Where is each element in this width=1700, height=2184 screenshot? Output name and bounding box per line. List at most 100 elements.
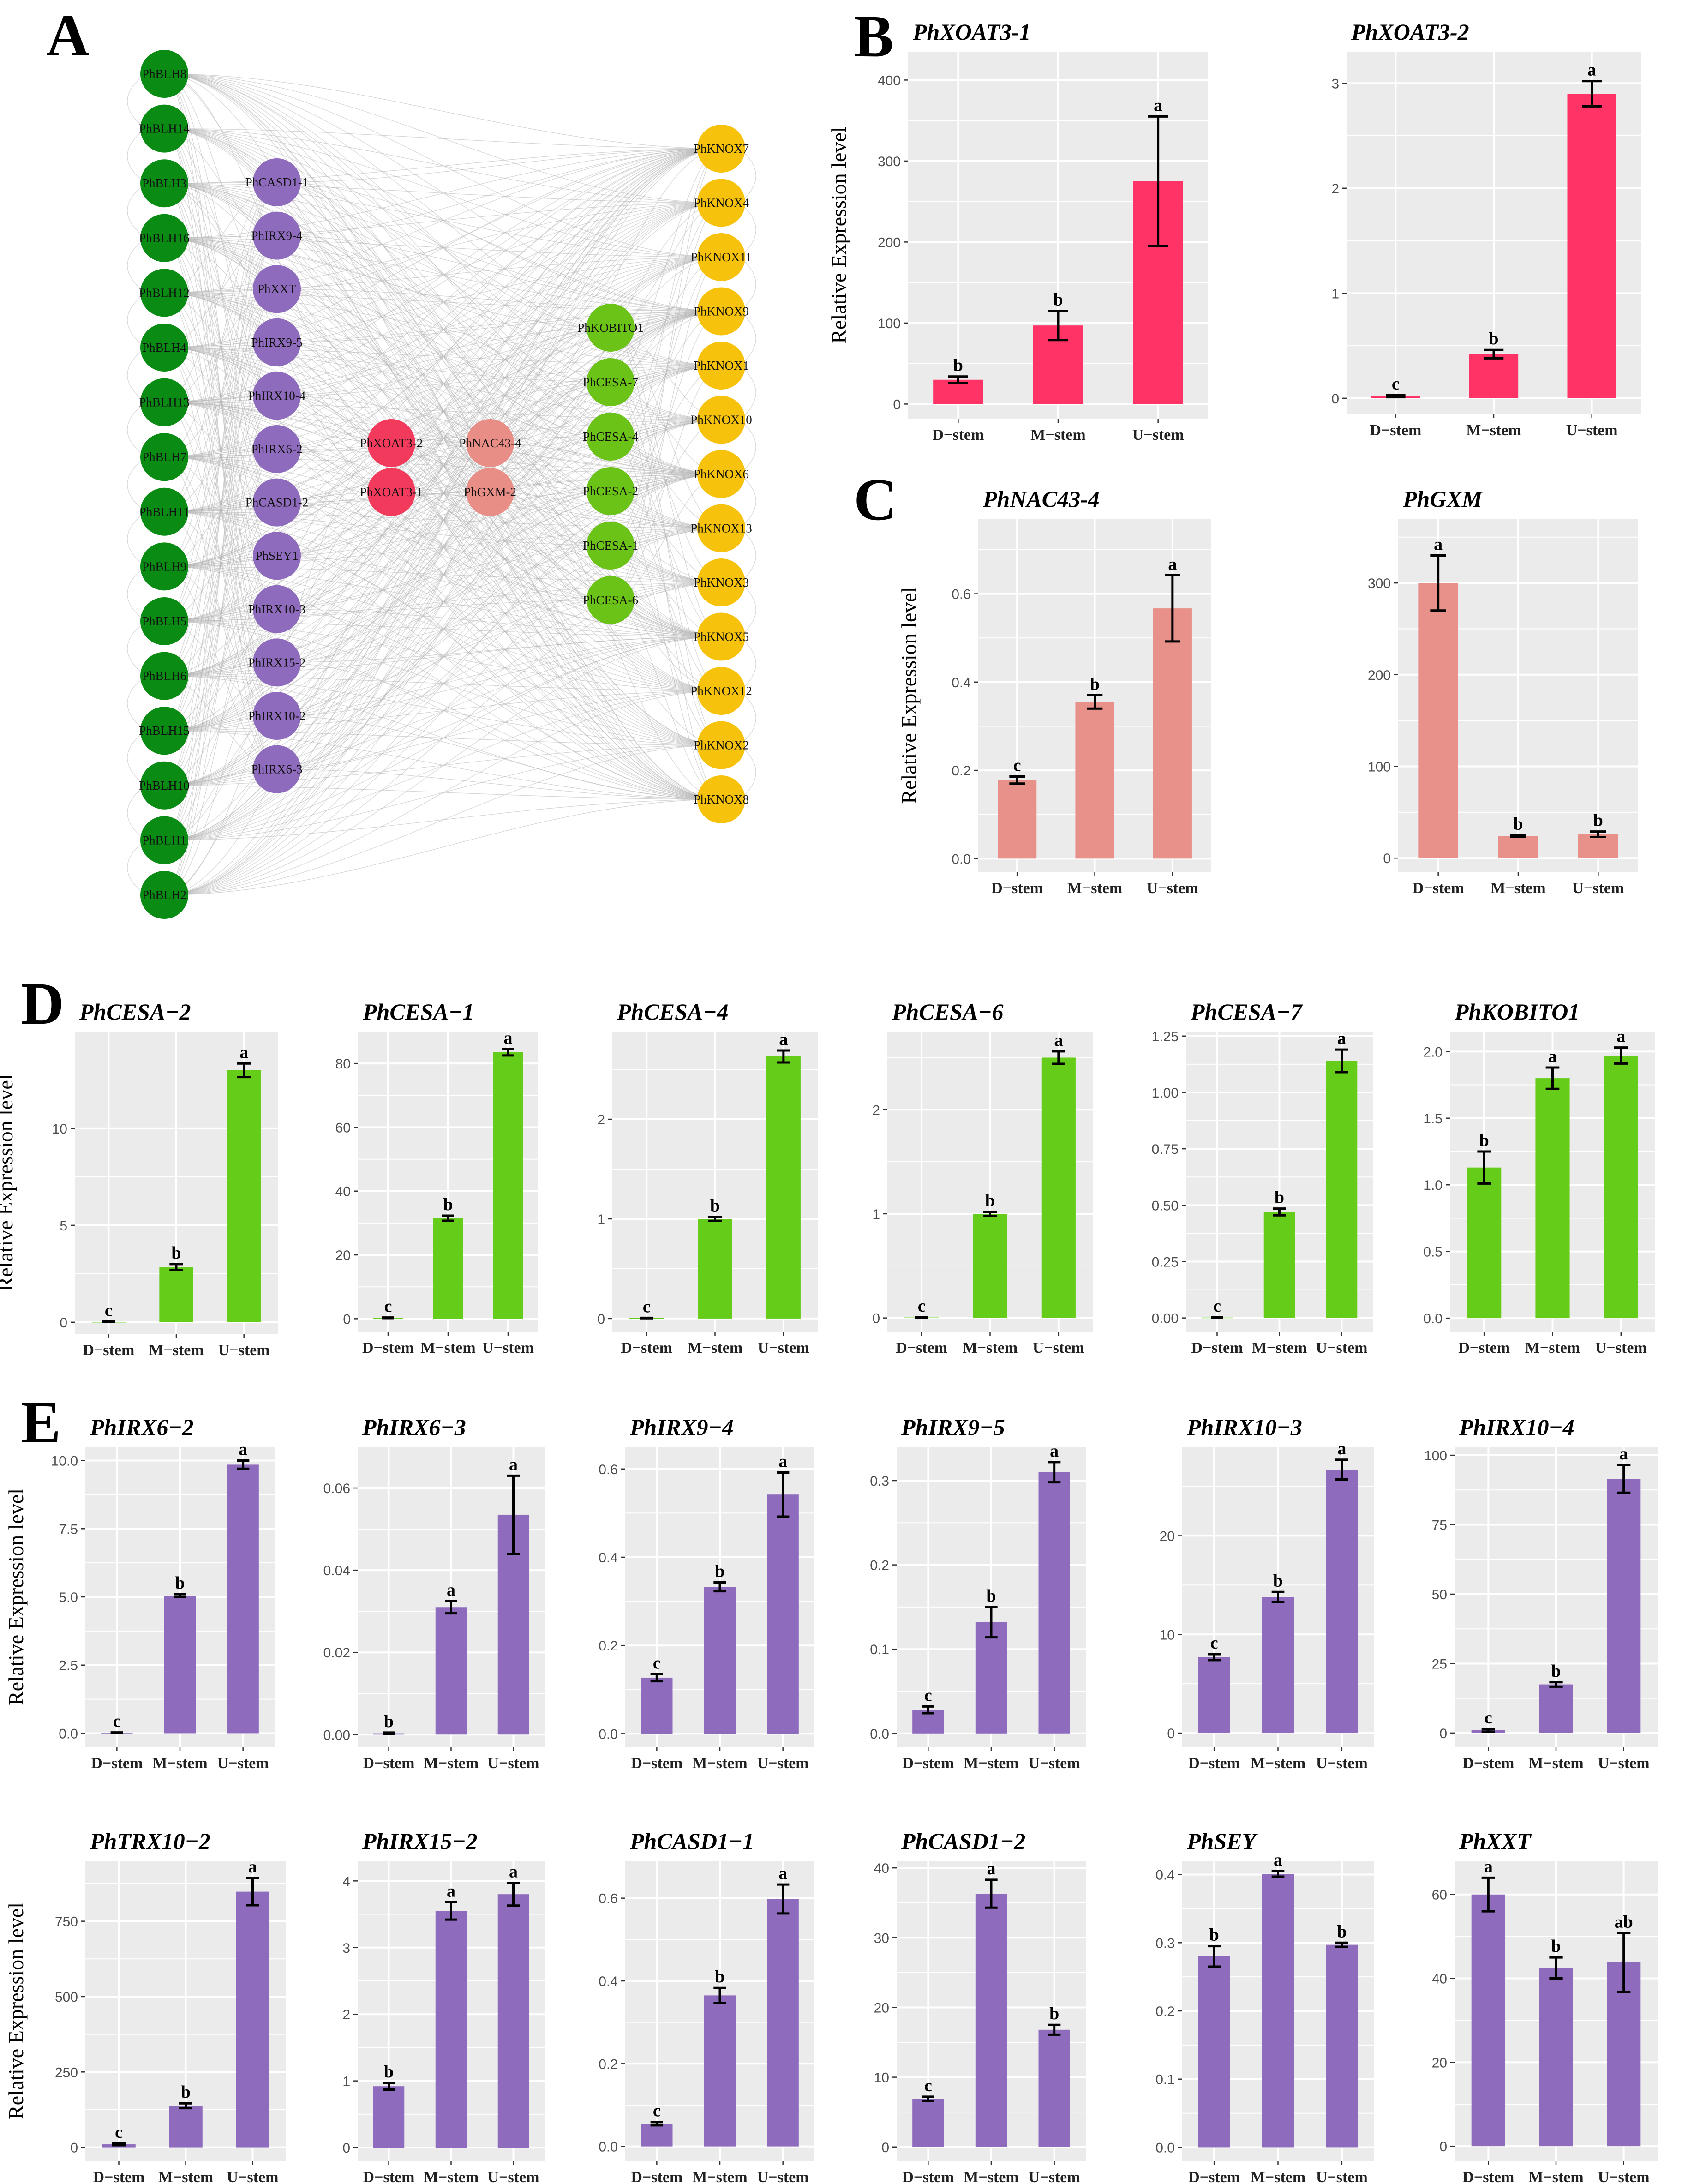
network-node: PhBLH5	[140, 597, 188, 645]
network-node-circle	[587, 576, 635, 624]
x-tick-label: M−stem	[692, 2169, 747, 2184]
network-node-label: PhCESA-6	[583, 593, 638, 607]
significance-letter: b	[1273, 1571, 1283, 1590]
y-tick-label: 0.0	[1155, 2140, 1175, 2155]
x-tick-label: D−stem	[1188, 1755, 1240, 1772]
network-node-circle	[697, 504, 745, 552]
chart-title: PhCESA−7	[1190, 999, 1303, 1025]
network-node: PhBLH2	[140, 871, 188, 919]
y-tick-label: 0.04	[323, 1563, 350, 1578]
network-node-label: PhXOAT3-2	[360, 436, 423, 450]
network-edge	[391, 443, 722, 800]
bar	[1498, 836, 1538, 858]
chart-title: PhCASD1−1	[629, 1828, 754, 1854]
bar	[493, 1052, 523, 1319]
significance-letter: c	[113, 1712, 121, 1731]
y-tick-label: 0	[70, 2141, 78, 2156]
y-tick-label: 50	[1432, 1587, 1447, 1602]
y-tick-label: 0.5	[1423, 1245, 1443, 1260]
network-node-label: PhBLH6	[142, 669, 186, 683]
y-tick-label: 0.06	[323, 1481, 350, 1496]
x-tick-label: D−stem	[1462, 2169, 1514, 2184]
x-tick-label: D−stem	[1462, 1755, 1514, 1772]
significance-letter: b	[715, 1561, 724, 1581]
network-edge	[276, 636, 722, 770]
network-edge	[164, 128, 722, 149]
chart-title: PhXOAT3-1	[912, 19, 1031, 45]
chart-nac43-4: 0.0 0.2 0.4 0.6 c D−stem b M−stem a U−stem PhNAC43…	[897, 486, 1211, 897]
chart-sey: 0.0 0.1 0.2 0.3 0.4 b D−stem a M−stem b U−stem PhSE…	[1155, 1828, 1374, 2184]
chart-irx6-3: 0.00 0.02 0.04 0.06 b D−stem a M−stem a U−stem PhI…	[323, 1414, 545, 1772]
significance-letter: a	[1337, 1029, 1346, 1048]
network-node: PhXOAT3-2	[360, 419, 423, 467]
network-edge	[164, 73, 611, 328]
significance-letter: a	[504, 1028, 513, 1048]
x-tick-label: M−stem	[424, 1755, 479, 1772]
significance-letter: a	[1434, 534, 1443, 554]
y-tick-label: 20	[1160, 1529, 1175, 1544]
bar	[1578, 834, 1618, 858]
network-node-label: PhKNOX6	[694, 467, 749, 481]
significance-letter: a	[1168, 554, 1177, 574]
network-node: PhBLH13	[139, 378, 190, 426]
y-tick-label: 7.5	[59, 1522, 78, 1537]
y-tick-label: 200	[1368, 668, 1391, 683]
bar	[1153, 608, 1192, 859]
network-edge	[127, 73, 146, 129]
y-tick-label: 1.0	[1423, 1178, 1443, 1193]
y-tick-label: 0.0	[1423, 1311, 1443, 1326]
network-edge	[391, 492, 722, 529]
y-tick-label: 3	[1331, 76, 1339, 91]
network-edge	[164, 555, 277, 895]
bar	[159, 1267, 193, 1322]
network-edge	[276, 235, 722, 800]
network-node-label: PhBLH10	[139, 779, 190, 792]
significance-letter: c	[924, 2076, 932, 2095]
significance-letter: b	[1049, 2004, 1059, 2023]
chart-casd1-2: 0 10 20 30 40 c D−stem a M−stem b U−stem PhCASD1−2	[874, 1828, 1086, 2184]
x-tick-label: D−stem	[91, 1755, 143, 1772]
y-tick-label: 0.75	[1152, 1142, 1179, 1157]
network-node-circle	[587, 522, 635, 570]
x-tick-label: M−stem	[1490, 880, 1545, 897]
x-tick-label: U−stem	[758, 1339, 809, 1356]
network-edge	[127, 347, 146, 403]
network-edge	[127, 456, 146, 512]
x-tick-label: M−stem	[963, 1339, 1018, 1356]
y-tick-label: 0.00	[323, 1728, 350, 1743]
y-axis-label: Relative Expression level	[4, 1902, 28, 2119]
network-edge	[739, 690, 756, 745]
network-node: PhCESA-7	[583, 358, 638, 406]
chart-irx10-4: 0 25 50 75 100 c D−stem b M−stem a U−stem PhIRX10−4	[1424, 1414, 1658, 1772]
y-tick-label: 40	[335, 1184, 351, 1200]
network-node-label: PhBLH5	[142, 614, 186, 628]
significance-letter: a	[1548, 1047, 1557, 1066]
network-edge	[164, 148, 722, 895]
network-node-circle	[253, 532, 301, 580]
significance-letter: c	[105, 1301, 113, 1320]
network-edge	[391, 492, 722, 746]
chart-title: PhCESA−2	[79, 999, 191, 1025]
significance-letter: c	[1013, 756, 1021, 775]
chart-title: PhCESA−4	[617, 999, 729, 1025]
y-tick-label: 0	[1439, 2139, 1447, 2154]
y-tick-label: 2	[597, 1112, 605, 1128]
y-tick-label: 2.0	[1423, 1044, 1443, 1060]
significance-letter: b	[986, 1586, 996, 1606]
bar	[641, 2124, 673, 2147]
y-tick-label: 25	[1432, 1656, 1447, 1672]
x-tick-label: D−stem	[896, 1339, 947, 1356]
chart-title: PhCESA−6	[892, 999, 1004, 1025]
y-tick-label: 0.2	[952, 763, 971, 779]
network-edge	[164, 73, 722, 149]
significance-letter: a	[447, 1882, 455, 1901]
bar	[1567, 94, 1616, 398]
x-tick-label: U−stem	[1316, 1755, 1368, 1772]
network-node: PhCASD1-2	[245, 478, 308, 527]
y-tick-label: 3	[342, 1941, 350, 1956]
network-node-label: PhIRX9-4	[251, 229, 303, 243]
network-edge	[164, 73, 491, 444]
network-node: PhBLH10	[139, 761, 190, 810]
chart-irx6-2: 0.0 2.5 5.0 7.5 10.0 c D−stem b M−stem a U−stem PhI…	[4, 1414, 275, 1772]
